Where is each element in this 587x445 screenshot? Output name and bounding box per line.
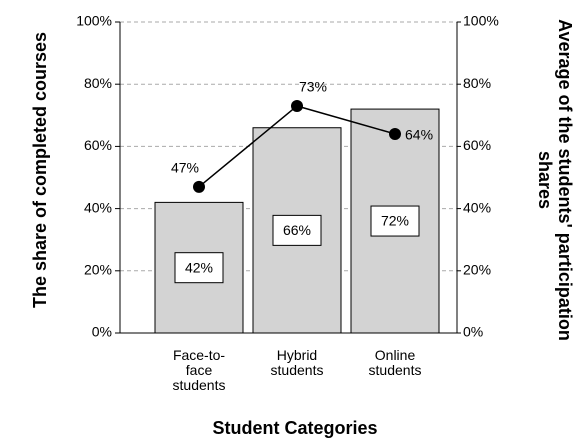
line-label: 47% xyxy=(171,160,199,176)
bar-label: 42% xyxy=(185,259,213,275)
x-tick-label: Hybrid students xyxy=(270,347,324,378)
bar-label: 66% xyxy=(283,222,311,238)
y-tick-label: 80% xyxy=(84,75,112,91)
bar-label: 72% xyxy=(381,213,409,229)
x-tick-label: Face-to-face students xyxy=(172,347,226,393)
y-tick-label: 40% xyxy=(84,199,112,215)
y2-tick-label: 0% xyxy=(463,324,483,340)
y-tick-label: 20% xyxy=(84,262,112,278)
y2-tick-label: 100% xyxy=(463,13,499,29)
x-axis-title: Student Categories xyxy=(212,418,378,438)
y2-tick-label: 20% xyxy=(463,262,491,278)
y2-tick-label: 40% xyxy=(463,199,491,215)
y2-tick-label: 80% xyxy=(463,75,491,91)
y-tick-label: 60% xyxy=(84,137,112,153)
x-tick-label: Online students xyxy=(368,347,422,378)
line-point xyxy=(193,180,205,193)
line-point xyxy=(389,127,401,140)
y-tick-label: 0% xyxy=(92,324,112,340)
bar-label-box xyxy=(370,205,420,237)
bar-label-box xyxy=(174,252,224,284)
line-label: 64% xyxy=(405,127,433,143)
line-label: 73% xyxy=(299,79,327,95)
bar-label-box xyxy=(272,214,322,246)
y2-tick-label: 60% xyxy=(463,137,491,153)
line-point xyxy=(291,99,303,112)
y2-axis-title: Average of the students' participation s… xyxy=(535,19,575,341)
y-tick-label: 100% xyxy=(76,13,112,29)
y-axis-title: The share of completed courses xyxy=(30,31,50,309)
